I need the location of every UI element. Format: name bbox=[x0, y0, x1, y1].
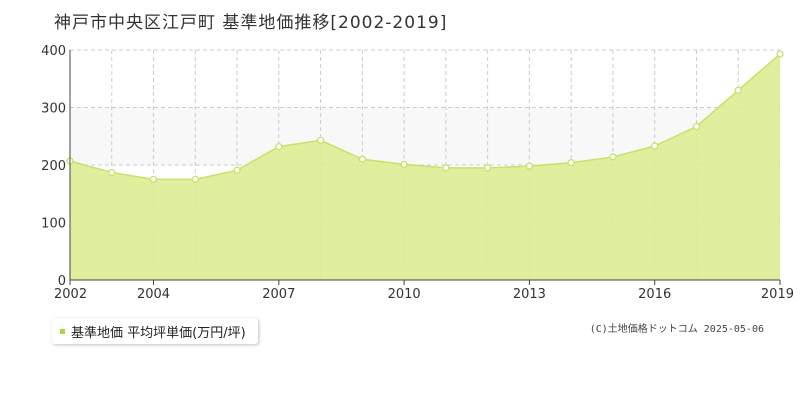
page-title: 神戸市中央区江戸町 基準地価推移[2002-2019] bbox=[54, 13, 448, 33]
x-tick-label: 2019 bbox=[761, 287, 794, 302]
x-tick-label: 2016 bbox=[638, 287, 671, 302]
data-point bbox=[525, 162, 534, 170]
legend-label: 基準地価 平均坪単価(万円/坪) bbox=[71, 325, 246, 341]
data-point bbox=[734, 86, 742, 94]
data-point bbox=[233, 166, 241, 174]
x-tick-label: 2010 bbox=[388, 287, 421, 302]
x-tick-label: 2004 bbox=[137, 287, 170, 302]
data-point bbox=[191, 175, 199, 184]
y-tick-label: 0 bbox=[58, 274, 66, 289]
legend-swatch bbox=[60, 328, 65, 334]
data-point bbox=[442, 164, 450, 172]
data-point bbox=[275, 142, 283, 151]
data-point bbox=[108, 168, 116, 177]
y-tick-label: 400 bbox=[41, 44, 66, 59]
y-tick-label: 200 bbox=[41, 159, 66, 174]
data-point bbox=[400, 160, 408, 169]
data-point bbox=[776, 50, 784, 58]
x-tick-label: 2007 bbox=[262, 287, 295, 302]
data-point bbox=[358, 155, 367, 163]
legend: 基準地価 平均坪単価(万円/坪) bbox=[52, 318, 258, 344]
x-tick-label: 2013 bbox=[513, 287, 546, 302]
y-tick-label: 300 bbox=[41, 102, 66, 117]
data-point bbox=[567, 159, 575, 167]
data-point bbox=[692, 122, 701, 131]
data-point bbox=[609, 153, 617, 161]
series-line bbox=[69, 53, 781, 181]
series-area bbox=[70, 54, 780, 281]
data-point bbox=[149, 175, 158, 184]
data-point bbox=[316, 136, 325, 144]
copyright-text: (C)土地価格ドットコム 2025-05-06 bbox=[589, 324, 764, 335]
data-point bbox=[483, 164, 492, 172]
y-tick-label: 100 bbox=[41, 217, 66, 232]
data-point bbox=[651, 142, 659, 150]
x-tick-label: 2002 bbox=[54, 287, 87, 302]
